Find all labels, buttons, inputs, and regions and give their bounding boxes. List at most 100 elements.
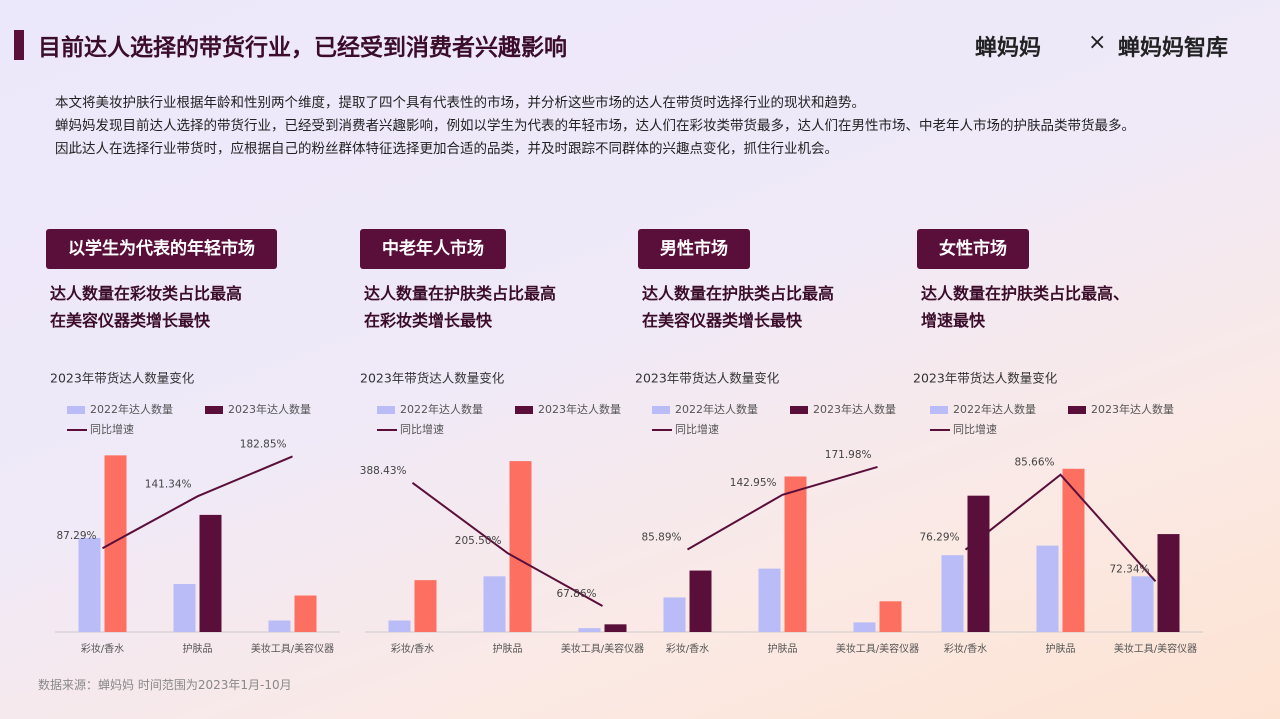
source-note: 数据来源：蝉妈妈 时间范围为2023年1月-10月 xyxy=(38,678,292,692)
legend-swatch xyxy=(377,406,395,414)
data-label: 72.34% xyxy=(1109,563,1149,575)
data-label: 142.95% xyxy=(730,477,777,489)
bar xyxy=(853,622,876,632)
point: 达人数量在彩妆类占比最高 xyxy=(50,284,243,303)
bar xyxy=(388,620,411,632)
legend-swatch xyxy=(1068,406,1086,414)
chart-title: 2023年带货达人数量变化 xyxy=(360,371,505,386)
x-tick-label: 护肤品 xyxy=(768,642,798,655)
point: 增速最快 xyxy=(921,311,986,330)
point: 达人数量在护肤类占比最高 xyxy=(642,284,835,303)
data-label: 182.85% xyxy=(240,438,287,450)
x-tick-label: 护肤品 xyxy=(493,642,523,655)
bar xyxy=(967,495,990,632)
legend-label: 2022年达人数量 xyxy=(90,402,173,416)
bar xyxy=(879,601,902,632)
bar xyxy=(689,570,712,632)
x-tick-label: 彩妆/香水 xyxy=(391,642,434,655)
legend-label: 2023年达人数量 xyxy=(813,402,896,416)
data-label: 205.50% xyxy=(455,535,502,547)
panel-points: 达人数量在护肤类占比最高 在彩妆类增长最快 xyxy=(364,280,556,334)
x-tick-label: 美妆工具/美容仪器 xyxy=(251,642,334,655)
point: 在美容仪器类增长最快 xyxy=(50,311,211,330)
legend-label: 2022年达人数量 xyxy=(953,402,1036,416)
data-label: 85.66% xyxy=(1014,457,1054,469)
bar xyxy=(1036,545,1059,632)
paragraph: 因此达人在选择行业带货时，应根据自己的粉丝群体特征选择更加合适的品类，并及时跟踪… xyxy=(55,141,838,157)
data-label: 141.34% xyxy=(145,478,192,490)
title: 目前达人选择的带货行业，已经受到消费者兴趣影响 xyxy=(14,28,567,62)
data-label: 67.86% xyxy=(556,588,596,600)
legend-label: 同比增速 xyxy=(953,422,997,436)
bar xyxy=(578,628,601,632)
paragraph: 蝉妈妈发现目前达人选择的带货行业，已经受到消费者兴趣影响，例如以学生为代表的年轻… xyxy=(55,118,1135,134)
line xyxy=(687,465,878,551)
bar xyxy=(173,584,196,632)
bar xyxy=(483,576,506,632)
bar xyxy=(941,555,964,632)
bar xyxy=(509,461,532,632)
bar xyxy=(784,476,807,632)
panel-points: 达人数量在彩妆类占比最高 在美容仪器类增长最快 xyxy=(50,280,242,334)
bar xyxy=(294,595,317,632)
x-tick-label: 美妆工具/美容仪器 xyxy=(561,642,644,655)
logo-separator: × xyxy=(1088,30,1107,55)
intro: 本文将美妆护肤行业根据年龄和性别两个维度，提取了四个具有代表性的市场，并分析这些… xyxy=(55,92,1205,161)
legend-swatch xyxy=(67,406,85,414)
point: 在美容仪器类增长最快 xyxy=(642,311,803,330)
legend-swatch xyxy=(205,406,223,414)
legend-swatch xyxy=(930,406,948,414)
x-tick-label: 彩妆/香水 xyxy=(666,642,709,655)
panel-heading: 女性市场 xyxy=(917,229,1029,269)
data-label: 171.98% xyxy=(825,449,872,461)
bar xyxy=(268,620,291,632)
bar xyxy=(78,537,101,632)
point: 在彩妆类增长最快 xyxy=(364,311,493,330)
legend-label: 2023年达人数量 xyxy=(228,402,311,416)
legend-label: 2022年达人数量 xyxy=(675,402,758,416)
data-label: 388.43% xyxy=(360,465,407,477)
bar xyxy=(663,597,686,632)
legend-label: 同比增速 xyxy=(90,422,134,436)
bar xyxy=(199,514,222,632)
x-tick-label: 彩妆/香水 xyxy=(81,642,124,655)
panel-heading: 以学生为代表的年轻市场 xyxy=(46,229,277,269)
x-tick-label: 彩妆/香水 xyxy=(944,642,987,655)
legend-label: 2023年达人数量 xyxy=(538,402,621,416)
legend-label: 同比增速 xyxy=(675,422,719,436)
line xyxy=(102,455,293,550)
data-label: 85.89% xyxy=(641,532,681,544)
point: 达人数量在护肤类占比最高、 xyxy=(921,284,1130,303)
paragraph: 本文将美妆护肤行业根据年龄和性别两个维度，提取了四个具有代表性的市场，并分析这些… xyxy=(55,95,865,111)
x-tick-label: 护肤品 xyxy=(183,642,213,655)
chart-title: 2023年带货达人数量变化 xyxy=(913,371,1058,386)
logo: 蝉妈妈智库 xyxy=(1118,36,1229,61)
chart-title: 2023年带货达人数量变化 xyxy=(50,371,195,386)
legend-swatch xyxy=(515,406,533,414)
panel-points: 达人数量在护肤类占比最高、 增速最快 xyxy=(921,280,1129,334)
legend-label: 同比增速 xyxy=(400,422,444,436)
data-label: 87.29% xyxy=(56,530,96,542)
panel-heading: 中老年人市场 xyxy=(360,229,506,269)
bar xyxy=(604,624,627,632)
panel-heading: 男性市场 xyxy=(638,229,750,269)
legend-label: 2022年达人数量 xyxy=(400,402,483,416)
bar xyxy=(1062,468,1085,632)
bar xyxy=(414,580,437,632)
point: 达人数量在护肤类占比最高 xyxy=(364,284,557,303)
legend-swatch xyxy=(652,406,670,414)
logo: 蝉妈妈 xyxy=(975,36,1042,61)
bar xyxy=(1157,534,1180,632)
line xyxy=(964,473,1157,582)
bar xyxy=(1131,576,1154,632)
bar xyxy=(104,455,127,632)
x-tick-label: 护肤品 xyxy=(1046,642,1076,655)
line xyxy=(411,482,603,607)
x-tick-label: 美妆工具/美容仪器 xyxy=(1114,642,1197,655)
panel-points: 达人数量在护肤类占比最高 在美容仪器类增长最快 xyxy=(642,280,834,334)
data-label: 76.29% xyxy=(919,532,959,544)
legend-label: 2023年达人数量 xyxy=(1091,402,1174,416)
chart-title: 2023年带货达人数量变化 xyxy=(635,371,780,386)
